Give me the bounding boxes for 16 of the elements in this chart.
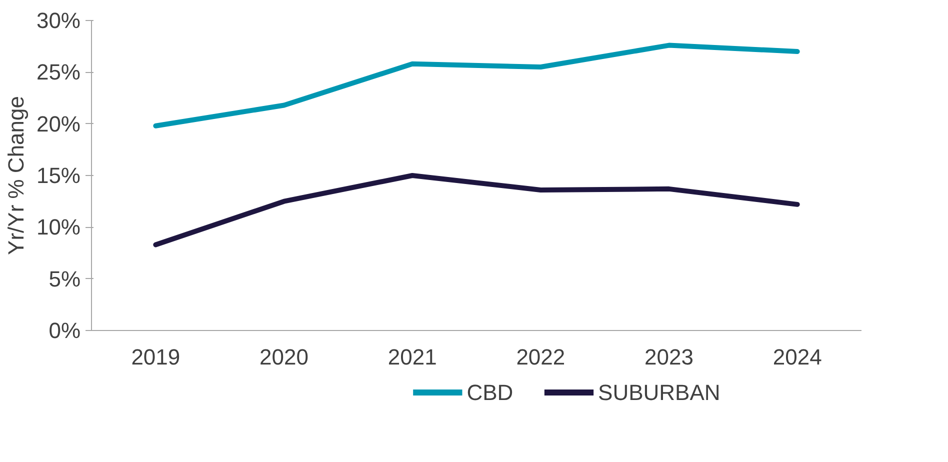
y-tick-label: 30% — [36, 8, 81, 33]
legend-label: CBD — [466, 380, 514, 405]
y-tick-label: 20% — [36, 111, 81, 136]
y-tick-label: 5% — [48, 266, 80, 292]
legend-label: SUBURBAN — [598, 380, 720, 405]
x-tick-label: 2021 — [388, 344, 437, 370]
x-tick-label: 2019 — [131, 344, 180, 370]
y-tick-label: 15% — [36, 163, 81, 188]
x-tick-label: 2022 — [516, 344, 566, 370]
x-tick-label: 2024 — [772, 344, 822, 370]
y-axis-title: Yr/Yr % Change — [3, 96, 28, 255]
y-tick-label: 10% — [36, 214, 81, 240]
x-tick-label: 2023 — [644, 344, 694, 370]
x-tick-label: 2020 — [260, 344, 308, 370]
y-tick-label: 25% — [36, 60, 81, 85]
y-tick-label: 0% — [48, 318, 80, 343]
